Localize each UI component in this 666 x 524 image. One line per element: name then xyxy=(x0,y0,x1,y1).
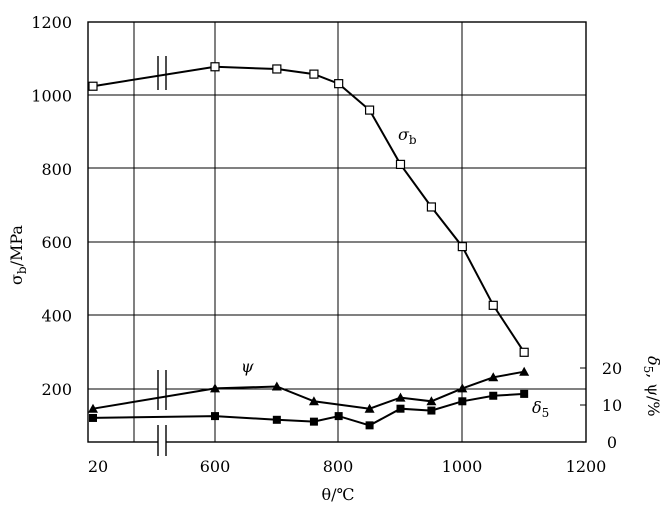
data-point xyxy=(364,403,375,413)
data-point xyxy=(309,417,318,426)
data-point xyxy=(271,381,282,391)
series-open-square xyxy=(88,62,529,357)
data-point xyxy=(364,105,375,115)
data-point xyxy=(395,159,406,169)
sigma-b-label: σb xyxy=(398,125,417,147)
series-filled-triangle xyxy=(88,366,530,413)
series-line xyxy=(92,370,525,410)
y-left-tick-label: 600 xyxy=(41,233,72,252)
data-point xyxy=(334,412,343,421)
plot-frame xyxy=(87,21,587,443)
data-point xyxy=(488,372,499,382)
delta-5-label: δ5 xyxy=(532,398,549,420)
y-left-tick-label: 1000 xyxy=(31,86,72,105)
series-line xyxy=(92,65,526,353)
axis-break-gap xyxy=(158,370,166,410)
data-point xyxy=(458,397,467,406)
data-point xyxy=(210,383,220,393)
y-right-tick-label: 20 xyxy=(602,359,622,378)
data-point xyxy=(457,242,467,252)
data-point xyxy=(519,366,530,376)
y-left-axis-title: σb/MPa xyxy=(7,225,29,285)
y-right-tick-label: 0 xyxy=(607,433,617,452)
y-left-tick-label: 1200 xyxy=(31,13,72,32)
x-tick-label: 20 xyxy=(88,457,108,476)
x-tick-label: 1200 xyxy=(566,457,607,476)
data-point xyxy=(426,396,437,406)
data-point xyxy=(272,64,282,74)
data-point xyxy=(334,79,344,89)
data-point xyxy=(211,412,219,421)
series-filled-square xyxy=(89,389,529,430)
data-point xyxy=(89,413,97,422)
y-left-tick-label: 800 xyxy=(41,160,72,179)
data-point xyxy=(308,396,319,406)
data-point xyxy=(488,300,498,310)
data-point xyxy=(427,406,436,415)
data-point xyxy=(365,421,374,430)
x-axis-title: θ/℃ xyxy=(322,485,355,504)
data-point xyxy=(395,392,406,402)
y-left-tick-label: 400 xyxy=(41,307,72,326)
psi-label: ψ xyxy=(241,357,254,376)
grid xyxy=(88,22,586,442)
x-tick-label: 1000 xyxy=(442,457,483,476)
x-tick-label: 600 xyxy=(200,457,231,476)
data-point xyxy=(88,403,98,413)
y-left-tick-label: 200 xyxy=(41,380,72,399)
axis-break xyxy=(157,56,167,456)
data-point xyxy=(457,383,468,393)
y-right-tick-label: 10 xyxy=(602,396,622,415)
y-right-axis-title: δ5, ψ/% xyxy=(641,356,663,417)
data-point xyxy=(396,404,405,413)
data-point xyxy=(520,389,529,398)
axis-break-gap xyxy=(158,56,166,90)
data-point xyxy=(426,202,437,212)
data-point xyxy=(210,62,220,72)
data-point xyxy=(272,415,281,424)
axis-break-gap xyxy=(158,425,166,456)
data-point xyxy=(309,69,319,79)
data-point xyxy=(489,391,498,400)
x-tick-label: 800 xyxy=(323,457,354,476)
data-point xyxy=(519,347,529,357)
data-point xyxy=(88,81,98,91)
